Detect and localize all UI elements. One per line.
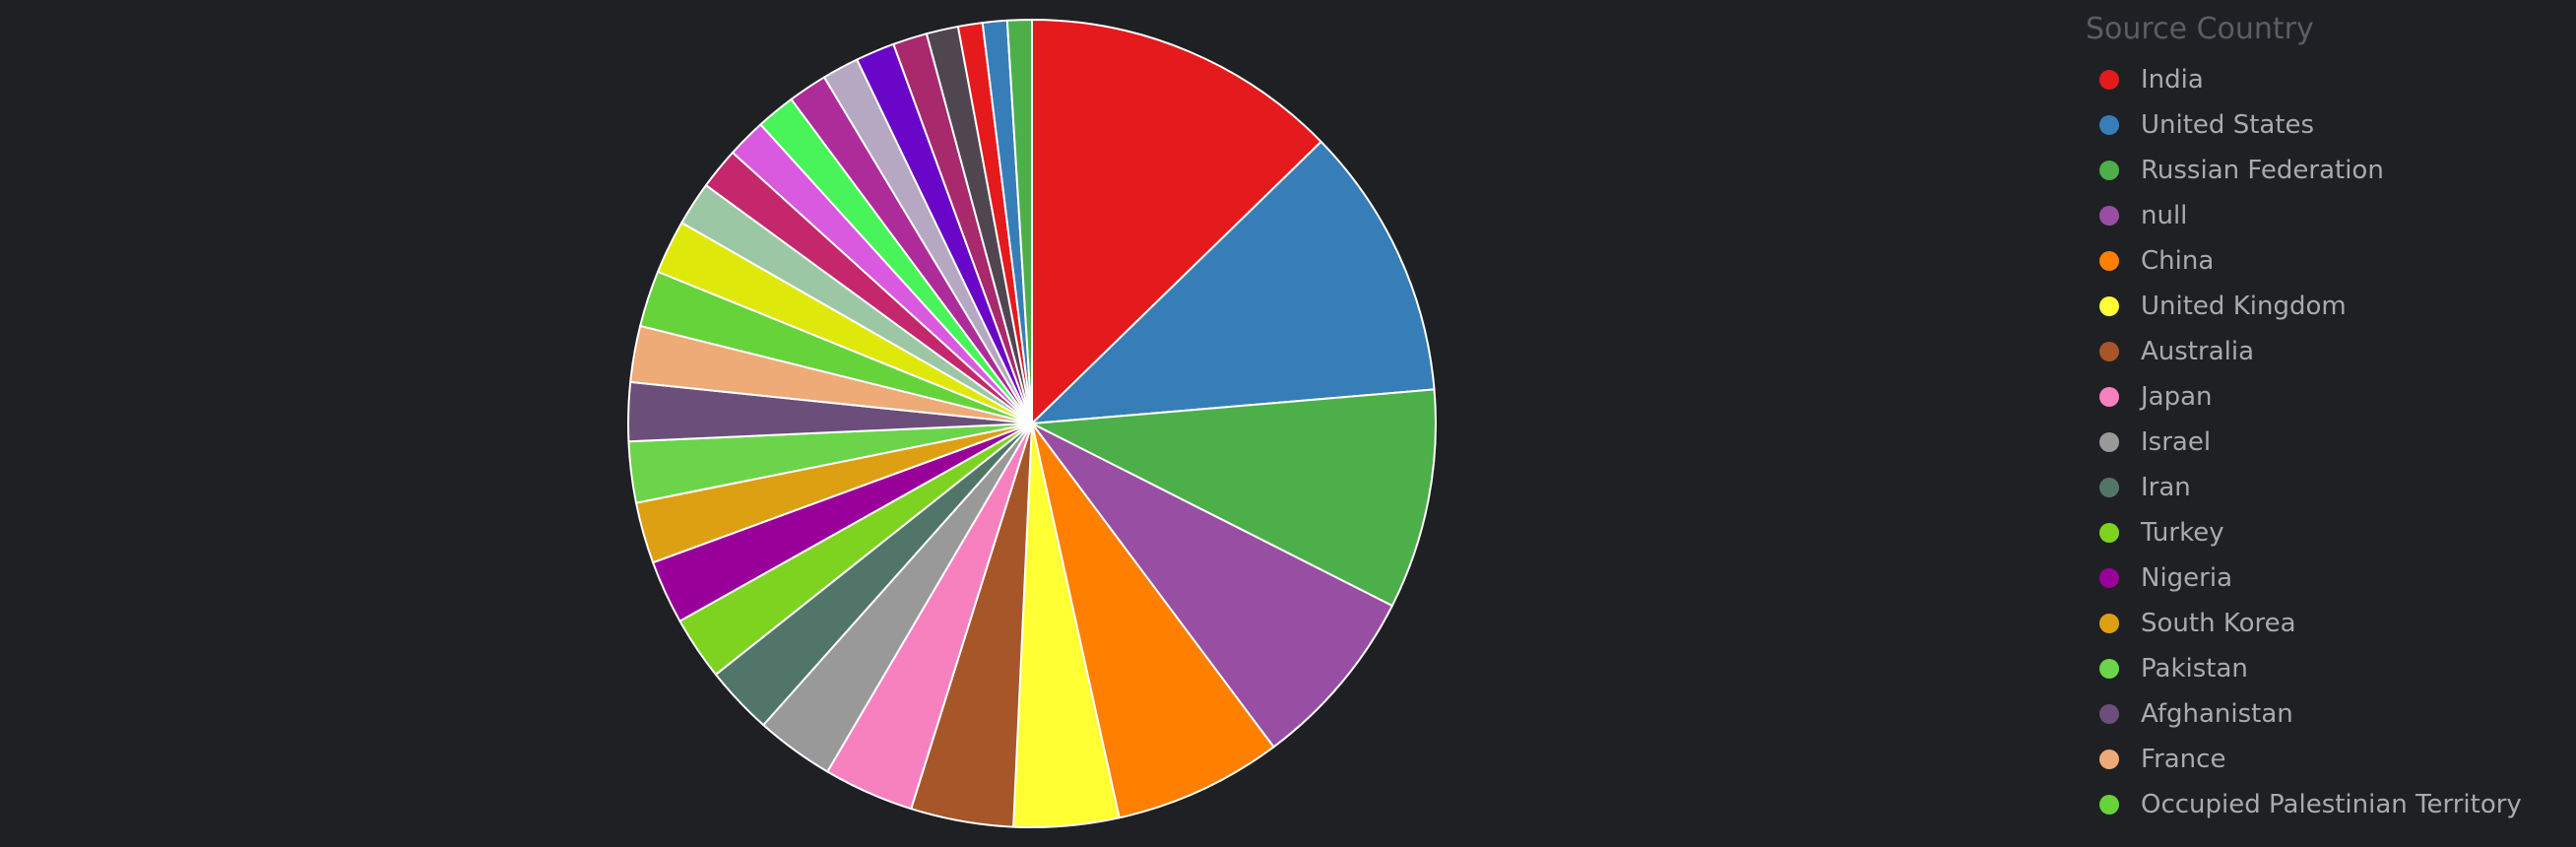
legend: Source Country India United States Russian… (2086, 12, 2558, 827)
legend-label: Turkey (2141, 518, 2224, 548)
legend-label: null (2141, 201, 2188, 230)
legend-swatch (2099, 206, 2119, 226)
pie-slice[interactable] (1031, 423, 1393, 749)
legend-items: India United States Russian Federation null… (2086, 57, 2558, 827)
legend-label: Afghanistan (2141, 699, 2293, 729)
pie-slice[interactable] (1031, 423, 1275, 819)
legend-swatch (2099, 432, 2119, 452)
legend-swatch (2099, 749, 2119, 769)
legend-label: Russian Federation (2141, 156, 2384, 185)
legend-item[interactable]: null (2086, 193, 2558, 238)
pie-slice[interactable] (1031, 388, 1437, 608)
legend-swatch (2099, 296, 2119, 316)
legend-swatch (2099, 251, 2119, 271)
legend-label: Pakistan (2141, 654, 2248, 684)
legend-item[interactable]: Occupied Palestinian Territory (2086, 782, 2558, 827)
legend-swatch (2099, 478, 2119, 497)
legend-label: China (2141, 246, 2215, 276)
pie-slice[interactable] (1005, 18, 1033, 424)
legend-swatch (2099, 704, 2119, 724)
legend-swatch (2099, 70, 2119, 90)
legend-item[interactable]: China (2086, 238, 2558, 284)
legend-swatch (2099, 387, 2119, 407)
legend-item[interactable]: Russian Federation (2086, 148, 2558, 193)
legend-swatch (2099, 614, 2119, 633)
pie-slice[interactable] (1031, 140, 1436, 424)
legend-swatch (2099, 568, 2119, 588)
legend-item[interactable]: South Korea (2086, 601, 2558, 646)
legend-swatch (2099, 523, 2119, 543)
legend-label: Israel (2141, 427, 2212, 457)
pie-slice[interactable] (1031, 19, 1322, 424)
legend-swatch (2099, 161, 2119, 180)
legend-label: Occupied Palestinian Territory (2141, 790, 2522, 819)
legend-label: Australia (2141, 337, 2255, 366)
legend-label: South Korea (2141, 609, 2296, 638)
legend-swatch (2099, 342, 2119, 361)
legend-swatch (2099, 659, 2119, 679)
legend-item[interactable]: India (2086, 57, 2558, 102)
legend-label: India (2141, 65, 2204, 95)
legend-item[interactable]: Turkey (2086, 510, 2558, 555)
legend-item[interactable]: Pakistan (2086, 646, 2558, 691)
legend-item[interactable]: United States (2086, 102, 2558, 148)
legend-swatch (2099, 795, 2119, 814)
legend-item[interactable]: United Kingdom (2086, 284, 2558, 329)
legend-label: United Kingdom (2141, 292, 2347, 321)
legend-label: United States (2141, 110, 2315, 140)
legend-label: Japan (2141, 382, 2213, 412)
legend-swatch (2099, 115, 2119, 135)
legend-item[interactable]: Japan (2086, 374, 2558, 420)
legend-item[interactable]: Australia (2086, 329, 2558, 374)
legend-label: France (2141, 745, 2226, 774)
legend-label: Nigeria (2141, 563, 2233, 593)
legend-label: Iran (2141, 473, 2191, 502)
legend-item[interactable]: Afghanistan (2086, 691, 2558, 737)
legend-item[interactable]: Nigeria (2086, 555, 2558, 601)
legend-title: Source Country (2086, 12, 2314, 46)
legend-item[interactable]: Iran (2086, 465, 2558, 510)
legend-item[interactable]: Israel (2086, 420, 2558, 465)
legend-item[interactable]: France (2086, 737, 2558, 782)
